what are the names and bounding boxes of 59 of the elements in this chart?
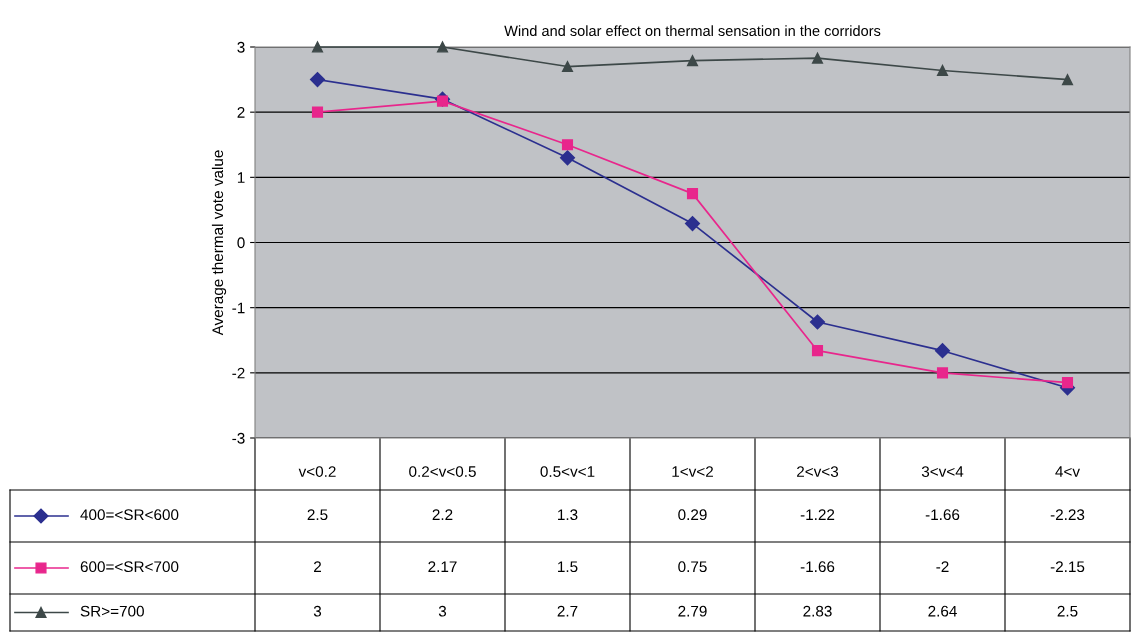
point [309,72,326,88]
data-label: 2.83 [803,605,832,617]
data-label: -1.22 [800,509,835,520]
data-label: 2 [314,561,321,572]
data-label: 1.5 [558,561,578,573]
y-tick-label: 3 [237,41,245,53]
y-tick-label: 2 [237,107,245,118]
data-label: 2.17 [428,561,457,572]
point [1061,377,1074,389]
point [561,139,574,151]
point [936,64,949,77]
data-label: 3 [438,605,447,617]
legend-label: 400=<SR<600 [80,509,179,521]
y-tick-label: -1 [232,302,245,314]
y-axis-title: Average thermal vote value [211,150,227,336]
point [686,55,699,67]
data-label: 0.75 [678,561,707,573]
point [311,41,324,53]
data-label: -1.66 [800,561,835,573]
point [936,367,949,379]
data-label: 2.5 [1057,605,1078,617]
point [811,52,824,64]
data-label: 2.79 [678,605,707,617]
y-tick-label: 0 [237,237,245,249]
point [561,60,574,73]
point [311,106,324,118]
data-label: 3 [313,605,322,617]
point [436,41,449,53]
data-label: -1.66 [925,509,960,521]
point [436,95,449,107]
x-tick-label: 1<v<2 [672,466,713,477]
legend-label: 600=<SR<700 [80,561,179,573]
point [559,150,576,166]
legend-label: SR>=700 [80,605,144,617]
point [686,188,699,200]
data-label: -2.23 [1050,509,1085,521]
point [684,216,701,232]
point [934,343,951,359]
x-tick-label: 0.5<v<1 [540,466,595,477]
data-label: 2.2 [432,509,453,520]
x-tick-label: 0.2<v<0.5 [409,466,476,477]
data-label: 2.5 [307,509,328,521]
data-label: 0.29 [678,509,707,521]
y-tick-label: -3 [232,432,245,444]
x-tick-label: v<0.2 [298,466,336,477]
data-label: -2 [936,561,949,572]
data-label: 2.7 [557,605,578,617]
chart-title: Wind and solar effect on thermal sensation in the corridors [504,25,881,37]
x-tick-label: 4<v [1055,466,1080,477]
data-label: -2.15 [1050,561,1085,573]
point [811,345,824,357]
y-tick-label: 1 [237,172,245,183]
x-tick-label: 3<v<4 [921,466,964,477]
x-tick-label: 2<v<3 [797,466,839,477]
point [809,314,826,330]
y-tick-label: -2 [232,367,245,379]
data-label: 1.3 [558,509,578,521]
data-label: 2.64 [928,605,957,617]
point [1061,74,1074,86]
